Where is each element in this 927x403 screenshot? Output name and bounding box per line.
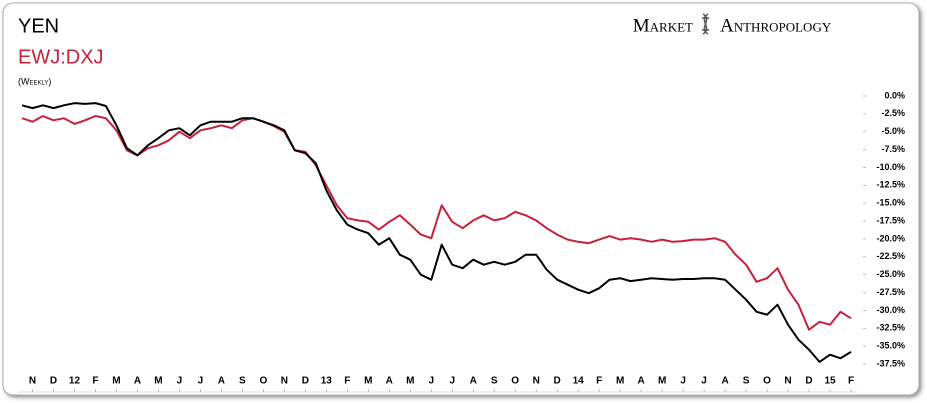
x-tick-label: A [638, 376, 645, 387]
logo-icon [702, 13, 709, 35]
y-tick-label: -5.0% [881, 126, 905, 136]
x-tick-label: N [784, 376, 791, 387]
y-tick-label: -37.5% [876, 358, 905, 368]
x-tick-label: F [92, 376, 98, 387]
y-tick-label: -15.0% [876, 198, 905, 208]
y-tick-label: -25.0% [876, 269, 905, 279]
x-tick-label: N [29, 376, 36, 387]
x-tick-label: M [154, 376, 162, 387]
series-line [21, 115, 852, 331]
y-tick-label: -22.5% [876, 251, 905, 261]
x-tick-label: A [218, 376, 225, 387]
y-tick-label: -32.5% [876, 323, 905, 333]
x-tick-label: 14 [573, 376, 585, 387]
logo-text: Anthropology [720, 15, 832, 36]
x-tick-label: O [763, 376, 771, 387]
x-tick-label: F [596, 376, 602, 387]
x-tick-label: J [701, 376, 707, 387]
x-tick-label: S [239, 376, 246, 387]
x-tick-label: J [449, 376, 455, 387]
y-tick-label: -35.0% [876, 341, 905, 351]
y-tick-label: -20.0% [876, 233, 905, 243]
x-tick-label: S [743, 376, 750, 387]
y-tick-label: -7.5% [881, 144, 905, 154]
x-tick-label: M [364, 376, 372, 387]
x-tick-label: S [491, 376, 498, 387]
x-tick-label: D [50, 376, 57, 387]
x-tick-label: D [554, 376, 561, 387]
subtitle: (Weekly) [18, 76, 51, 86]
x-tick-label: A [386, 376, 393, 387]
x-tick-label: A [721, 376, 728, 387]
x-tick-label: 12 [69, 376, 81, 387]
x-tick-label: F [344, 376, 350, 387]
y-tick-label: -10.0% [876, 162, 905, 172]
series-line [21, 102, 852, 363]
frame [2, 2, 920, 396]
y-tick-label: -27.5% [876, 287, 905, 297]
x-tick-label: A [134, 376, 141, 387]
y-tick-label: -30.0% [876, 305, 905, 315]
x-tick-label: D [302, 376, 309, 387]
x-tick-label: M [112, 376, 120, 387]
x-tick-label: M [658, 376, 666, 387]
logo-text: Market [633, 15, 693, 36]
x-tick-label: M [406, 376, 414, 387]
x-tick-label: A [470, 376, 477, 387]
x-tick-label: J [177, 376, 183, 387]
series-title: YEN [18, 15, 59, 37]
x-tick-label: O [259, 376, 267, 387]
y-tick-label: 0.0% [884, 90, 905, 100]
x-tick-label: 15 [824, 376, 836, 387]
x-tick-label: D [805, 376, 812, 387]
x-tick-label: O [511, 376, 519, 387]
x-tick-label: N [281, 376, 288, 387]
x-tick-label: 13 [321, 376, 333, 387]
x-tick-label: F [848, 376, 854, 387]
x-tick-label: J [680, 376, 686, 387]
x-tick-label: N [533, 376, 540, 387]
y-tick-label: -12.5% [876, 180, 905, 190]
y-tick-label: -17.5% [876, 215, 905, 225]
x-tick-label: M [616, 376, 624, 387]
x-tick-label: J [198, 376, 204, 387]
series-title: EWJ:DXJ [18, 46, 104, 68]
x-tick-label: J [428, 376, 434, 387]
y-tick-label: -2.5% [881, 108, 905, 118]
